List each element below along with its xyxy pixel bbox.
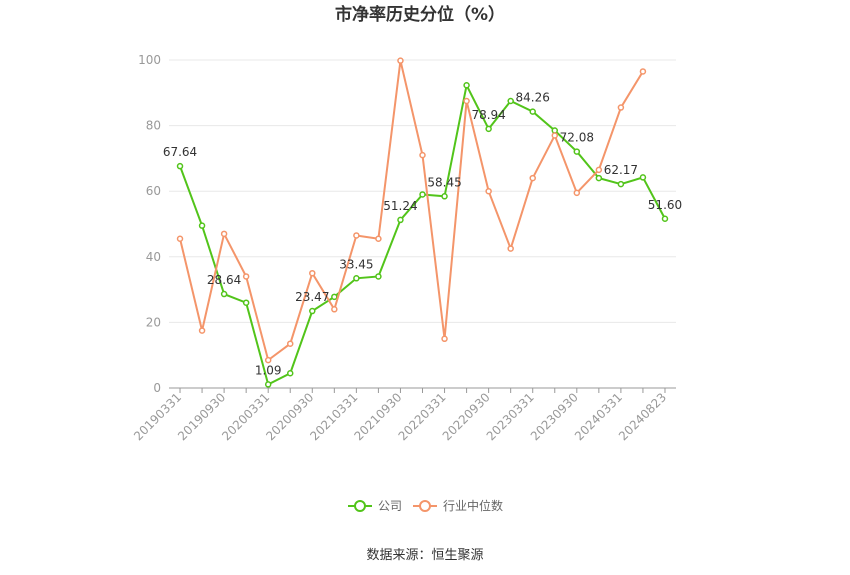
y-tick-label: 20 — [146, 315, 161, 329]
data-label: 72.08 — [560, 131, 594, 145]
data-point[interactable] — [397, 216, 404, 224]
legend-label-company: 公司 — [378, 499, 402, 513]
data-point[interactable] — [264, 381, 272, 388]
data-label: 84.26 — [516, 91, 550, 105]
y-tick-label: 40 — [146, 250, 161, 264]
data-point[interactable] — [198, 327, 206, 334]
data-point[interactable] — [353, 232, 360, 239]
data-point[interactable] — [375, 235, 382, 243]
data-point[interactable] — [176, 162, 184, 170]
legend-item-company[interactable]: 公司 — [348, 499, 402, 513]
data-point[interactable] — [441, 335, 448, 343]
data-point[interactable] — [441, 193, 448, 200]
y-axis: 0 20 40 60 80 100 — [138, 53, 161, 395]
data-point[interactable] — [286, 340, 294, 347]
y-tick-label: 0 — [153, 381, 161, 395]
data-point[interactable] — [529, 174, 536, 182]
data-point[interactable] — [617, 180, 625, 188]
series-group — [176, 57, 669, 388]
data-point[interactable] — [176, 235, 184, 243]
data-point[interactable] — [353, 275, 360, 282]
data-point[interactable] — [463, 82, 470, 89]
series-line-1 — [179, 60, 644, 362]
data-point[interactable] — [573, 189, 581, 197]
data-label: 58.45 — [427, 175, 461, 189]
data-label: 78.94 — [471, 108, 505, 122]
data-label: 51.60 — [648, 198, 682, 212]
legend-marker-company — [354, 500, 366, 512]
data-point[interactable] — [220, 230, 228, 238]
data-label: 33.45 — [339, 257, 373, 271]
legend-item-industry[interactable]: 行业中位数 — [413, 498, 503, 513]
data-point[interactable] — [309, 269, 316, 277]
data-point[interactable] — [331, 293, 338, 301]
y-tick-label: 60 — [146, 184, 161, 198]
data-labels: 67.64 28.64 1.09 23.47 33.45 51.24 58.45 78.94 8… — [163, 91, 682, 378]
data-point[interactable] — [242, 273, 250, 280]
data-point[interactable] — [419, 191, 426, 198]
data-point[interactable] — [595, 174, 603, 182]
x-axis: 2019033120190930202003312020093020210331… — [131, 387, 676, 443]
data-point[interactable] — [198, 222, 206, 229]
data-label: 62.17 — [604, 163, 638, 177]
data-point[interactable] — [242, 299, 250, 306]
legend-label-industry: 行业中位数 — [443, 498, 503, 513]
data-point[interactable] — [220, 290, 228, 298]
x-tick-label: 20240823 — [616, 390, 669, 443]
data-point[interactable] — [661, 215, 669, 223]
data-point[interactable] — [264, 356, 272, 364]
data-point[interactable] — [507, 97, 514, 105]
y-tick-label: 100 — [138, 53, 161, 67]
data-point[interactable] — [286, 369, 294, 377]
data-point[interactable] — [529, 108, 536, 115]
chart-title: 市净率历史分位（%） — [335, 4, 505, 25]
legend-marker-industry — [419, 500, 431, 512]
data-label: 23.47 — [295, 290, 329, 304]
data-point[interactable] — [463, 97, 470, 105]
data-point[interactable] — [573, 148, 581, 155]
y-tick-label: 80 — [146, 119, 161, 133]
data-label: 1.09 — [255, 363, 282, 377]
data-label: 67.64 — [163, 145, 197, 159]
data-point[interactable] — [639, 68, 647, 75]
data-point[interactable] — [617, 104, 625, 111]
data-point[interactable] — [507, 245, 514, 252]
data-point[interactable] — [639, 174, 647, 181]
data-point[interactable] — [397, 57, 404, 64]
data-point[interactable] — [595, 166, 603, 174]
data-point[interactable] — [485, 187, 492, 195]
data-label: 51.24 — [383, 199, 417, 213]
data-label: 28.64 — [207, 273, 241, 287]
data-source: 数据来源：恒生聚源 — [366, 548, 483, 563]
grid — [169, 59, 676, 323]
data-point[interactable] — [309, 307, 316, 315]
data-point[interactable] — [419, 151, 426, 159]
data-point[interactable] — [485, 125, 492, 133]
data-point[interactable] — [375, 273, 382, 280]
legend[interactable]: 公司 行业中位数 — [348, 498, 503, 513]
data-point[interactable] — [551, 132, 559, 139]
data-point[interactable] — [331, 306, 338, 313]
